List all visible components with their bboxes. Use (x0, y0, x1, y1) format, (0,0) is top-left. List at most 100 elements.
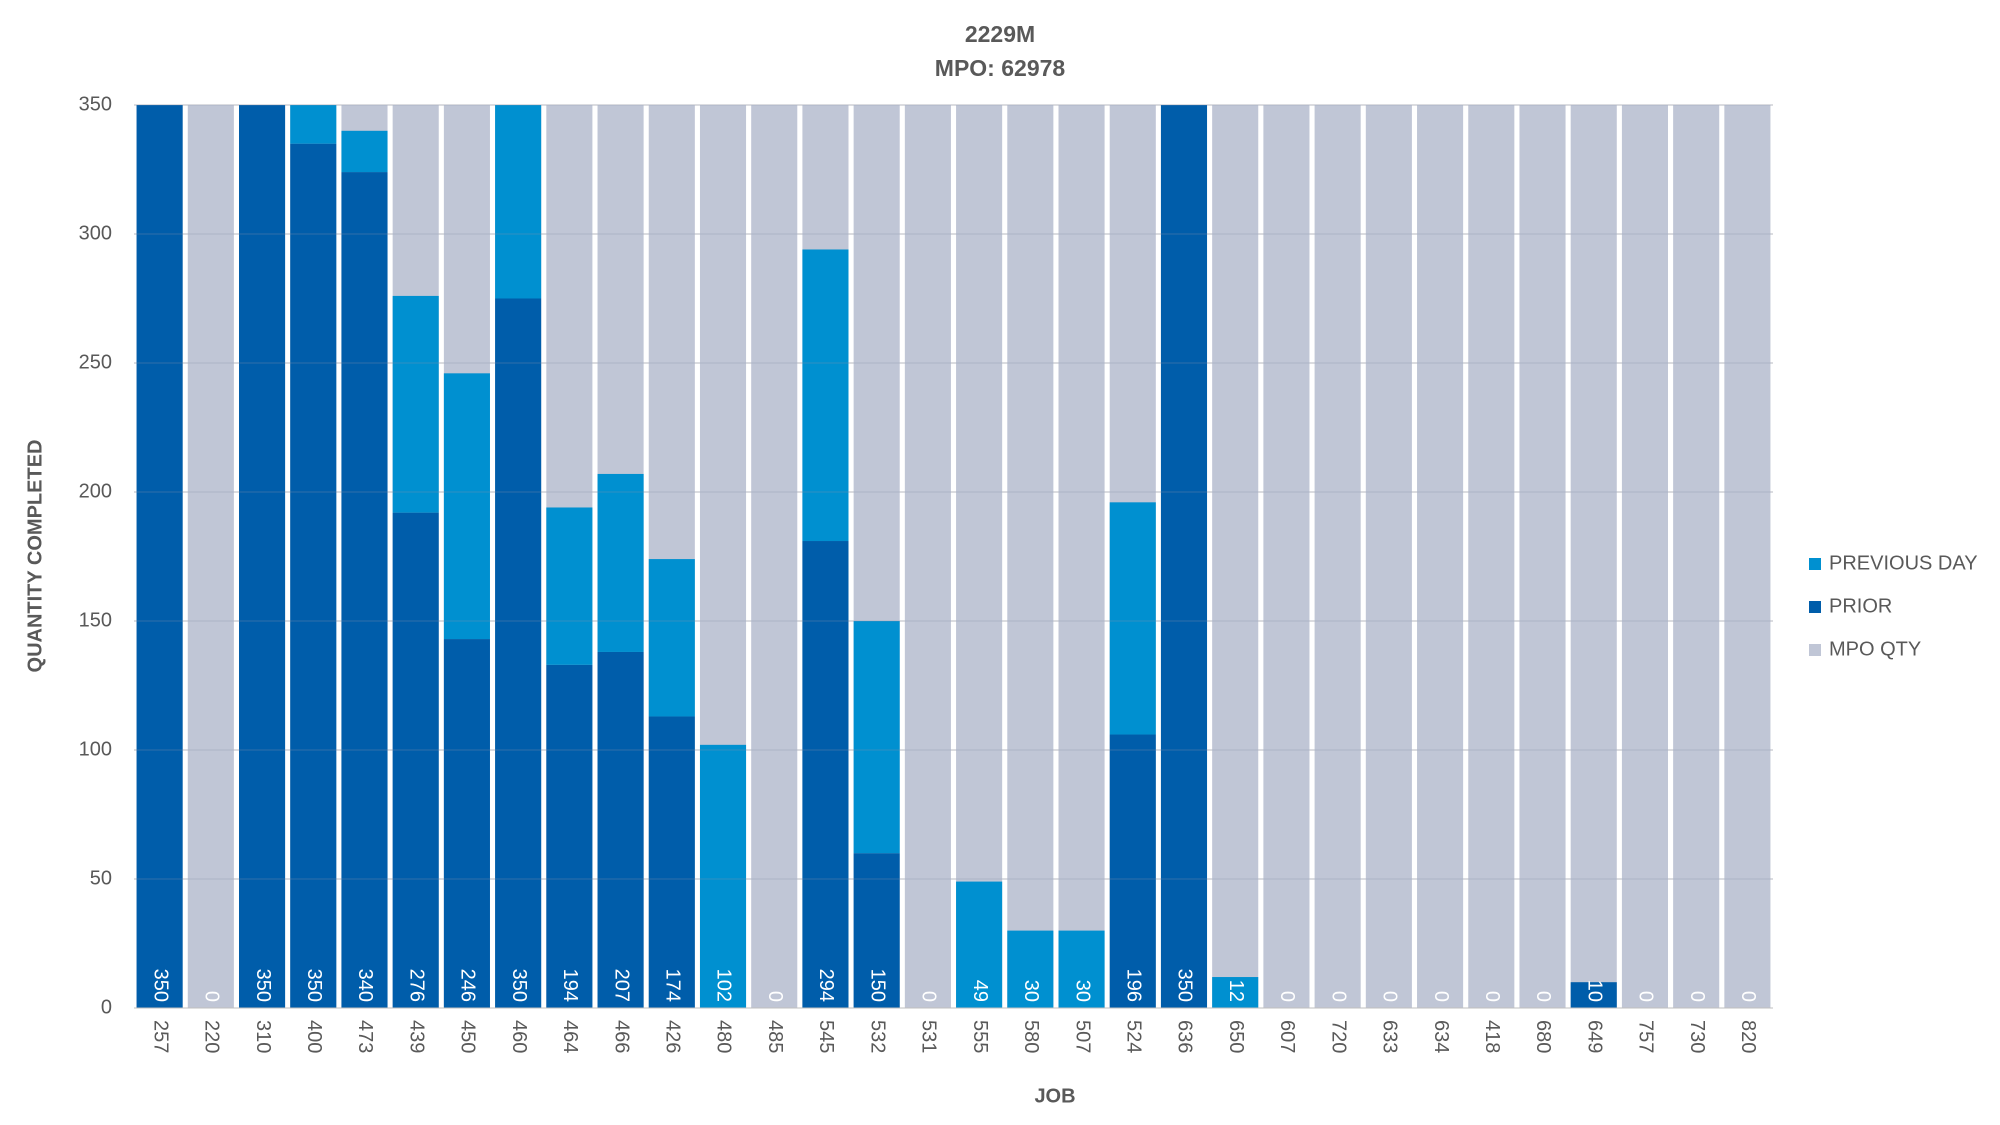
x-tick-label: 466 (610, 1020, 632, 1053)
y-axis-label: QUANTITY COMPLETED (24, 440, 46, 673)
x-tick-label: 634 (1430, 1020, 1452, 1053)
bar (1570, 982, 1617, 1008)
bar (648, 716, 695, 1008)
data-label: 350 (303, 969, 325, 1002)
legend-swatch (1809, 558, 1821, 570)
bar (1212, 977, 1259, 1008)
bar (802, 541, 849, 1008)
bar (904, 105, 951, 1008)
bar (1212, 105, 1259, 1008)
bar (597, 651, 644, 1008)
bar (853, 621, 900, 854)
x-tick-label: 507 (1071, 1020, 1093, 1053)
x-tick-label: 418 (1481, 1020, 1503, 1053)
data-label: 0 (1327, 991, 1349, 1002)
bar (495, 298, 542, 1008)
bar (341, 130, 388, 173)
data-label: 30 (1071, 980, 1093, 1002)
x-tick-label: 310 (252, 1020, 274, 1053)
x-tick-label: 531 (918, 1020, 940, 1053)
bar (1621, 105, 1669, 1008)
data-label: 174 (662, 969, 684, 1002)
x-tick-label: 220 (201, 1020, 223, 1053)
x-tick-label: 636 (1174, 1020, 1196, 1053)
bar (443, 639, 490, 1008)
bar (1365, 105, 1412, 1008)
y-tick-label: 300 (79, 222, 112, 244)
bar (1417, 105, 1464, 1008)
x-tick-label: 257 (149, 1020, 171, 1053)
x-tick-label: 485 (764, 1020, 786, 1053)
bar (1007, 105, 1054, 1008)
data-label: 0 (201, 991, 223, 1002)
x-tick-label: 680 (1532, 1020, 1554, 1053)
x-tick-label: 460 (508, 1020, 530, 1053)
y-tick-label: 150 (79, 609, 112, 631)
x-tick-label: 545 (815, 1020, 837, 1053)
bar (290, 105, 337, 144)
legend-swatch (1809, 644, 1821, 656)
data-label: 294 (815, 969, 837, 1002)
x-tick-label: 400 (303, 1020, 325, 1053)
x-tick-label: 532 (866, 1020, 888, 1053)
data-label: 276 (405, 969, 427, 1002)
data-label: 350 (1174, 969, 1196, 1002)
data-label: 0 (1276, 991, 1298, 1002)
data-label: 350 (508, 969, 530, 1002)
data-label: 194 (559, 969, 581, 1002)
legend-label: MPO QTY (1829, 638, 1921, 660)
bar (597, 473, 644, 652)
x-tick-label: 450 (457, 1020, 479, 1053)
y-tick-label: 0 (101, 996, 112, 1018)
y-tick-label: 250 (79, 351, 112, 373)
y-tick-label: 100 (79, 738, 112, 760)
chart-subtitle: MPO: 62978 (935, 55, 1066, 81)
x-tick-label: 720 (1327, 1020, 1349, 1053)
bar (1314, 105, 1361, 1008)
bar (1058, 105, 1105, 1008)
data-label: 350 (149, 969, 171, 1002)
bar (1058, 930, 1105, 1008)
x-tick-label: 757 (1635, 1020, 1657, 1053)
bar (802, 249, 849, 542)
data-label: 12 (1225, 980, 1247, 1002)
x-axis-label: JOB (1034, 1085, 1075, 1107)
bar (648, 559, 695, 717)
bar (1109, 502, 1156, 735)
data-label: 30 (1020, 980, 1042, 1002)
x-tick-label: 633 (1379, 1020, 1401, 1053)
data-label: 207 (610, 969, 632, 1002)
bar (1519, 105, 1566, 1008)
bar (1109, 734, 1156, 1008)
x-tick-label: 649 (1583, 1020, 1605, 1053)
legend-label: PREVIOUS DAY (1829, 552, 1978, 574)
legend-label: PRIOR (1829, 595, 1892, 617)
x-tick-label: 730 (1686, 1020, 1708, 1053)
y-tick-label: 200 (79, 480, 112, 502)
bar (1468, 105, 1515, 1008)
x-tick-label: 607 (1276, 1020, 1298, 1053)
x-tick-label: 480 (713, 1020, 735, 1053)
data-label: 102 (713, 969, 735, 1002)
bar (187, 105, 234, 1008)
bar (699, 744, 747, 1008)
y-tick-label: 350 (79, 93, 112, 115)
bar (495, 105, 542, 299)
x-tick-label: 555 (969, 1020, 991, 1053)
bar (290, 143, 337, 1008)
data-label: 196 (1122, 969, 1144, 1002)
y-tick-label: 50 (90, 867, 112, 889)
data-label: 246 (457, 969, 479, 1002)
bar (1570, 105, 1617, 1008)
bar (443, 373, 490, 640)
bar (238, 105, 286, 1008)
bar (136, 105, 183, 1008)
data-label: 0 (1481, 991, 1503, 1002)
data-label: 0 (1430, 991, 1452, 1002)
bar (546, 664, 593, 1008)
chart-title: 2229M (965, 21, 1035, 47)
x-tick-label: 473 (354, 1020, 376, 1053)
data-label: 0 (1635, 991, 1657, 1002)
x-tick-label: 524 (1122, 1020, 1144, 1053)
